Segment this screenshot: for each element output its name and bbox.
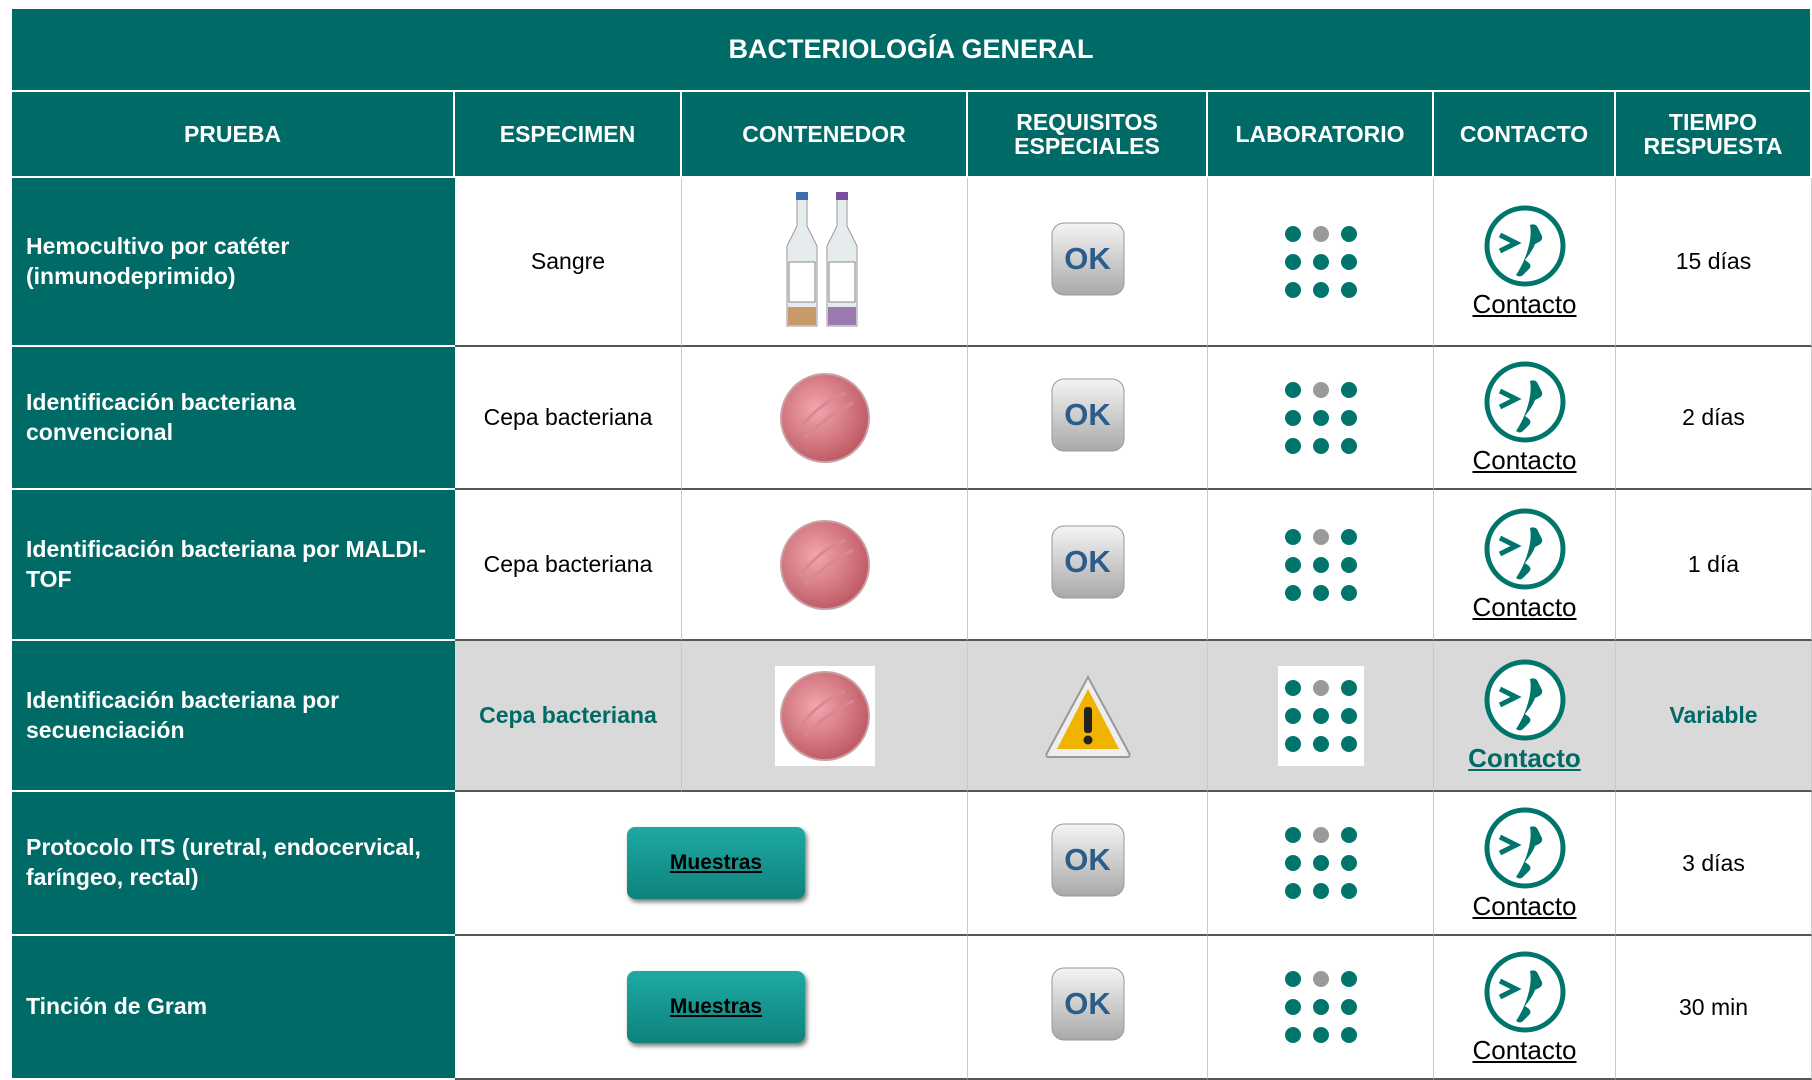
requirement-cell: OK [968, 178, 1208, 347]
ok-button [1051, 967, 1124, 1041]
contact-cell: Contacto [1434, 936, 1616, 1080]
container-cell [682, 347, 968, 490]
requirement-cell: OK [968, 347, 1208, 490]
ok-label: OK [1064, 842, 1111, 877]
ok-icon: OK [1049, 523, 1127, 607]
column-header: PRUEBA [12, 92, 455, 178]
plate-icon [774, 665, 875, 766]
ok-label: OK [1064, 396, 1111, 432]
container-cell [682, 178, 968, 347]
ok-label: OK [1064, 240, 1111, 276]
column-header: LABORATORIO [1208, 92, 1434, 178]
test-name: Tinción de Gram [12, 936, 455, 1080]
container-cell [682, 641, 968, 792]
phone-icon [1484, 361, 1565, 443]
ok-button [1051, 222, 1124, 295]
specimen: Sangre [455, 178, 682, 347]
response-time: Variable [1616, 641, 1812, 792]
specimen: Cepa bacteriana [455, 490, 682, 641]
test-name: Identificación bacteriana por secuenciac… [12, 641, 455, 792]
warning-icon [1044, 674, 1131, 758]
contact-link[interactable]: Contacto [1472, 445, 1577, 475]
laboratory-cell [1208, 347, 1434, 490]
container-cell [682, 490, 968, 641]
response-time: 3 días [1616, 792, 1812, 936]
specimen: Cepa bacteriana [455, 347, 682, 490]
test-name: Hemocultivo por catéter (inmunodeprimido… [12, 178, 455, 347]
samples-cell: Muestras [455, 792, 968, 936]
contact-link[interactable]: Contacto [1472, 890, 1577, 921]
plate-icon [779, 372, 870, 463]
laboratory-cell [1208, 490, 1434, 641]
column-header: REQUISITOS ESPECIALES [968, 92, 1208, 178]
requirement-cell [968, 641, 1208, 792]
ok-icon: OK [1049, 821, 1127, 905]
laboratory-icon [1284, 827, 1357, 899]
contact-link[interactable]: Contacto [1472, 592, 1577, 622]
ok-label: OK [1064, 543, 1111, 579]
phone-icon [1484, 807, 1565, 888]
samples-cell: Muestras [455, 936, 968, 1080]
requirement-cell: OK [968, 936, 1208, 1080]
contact-cell: Contacto [1434, 792, 1616, 936]
phone-icon [1484, 508, 1565, 590]
specimen: Cepa bacteriana [455, 641, 682, 792]
laboratory-icon [1277, 665, 1364, 766]
response-time: 15 días [1616, 178, 1812, 347]
table-title: BACTERIOLOGÍA GENERAL [12, 9, 1812, 92]
response-time: 1 día [1616, 490, 1812, 641]
ok-icon: OK [1049, 220, 1127, 304]
laboratory-icon [1284, 528, 1357, 601]
contact-cell: Contacto [1434, 490, 1616, 641]
laboratory-cell [1208, 178, 1434, 347]
laboratory-cell [1208, 641, 1434, 792]
test-name: Identificación bacteriana por MALDI-TOF [12, 490, 455, 641]
plate-icon [779, 519, 870, 610]
column-header: TIEMPO RESPUESTA [1616, 92, 1812, 178]
contact-link[interactable]: Contacto [1472, 289, 1577, 319]
response-time: 30 min [1616, 936, 1812, 1080]
column-header: ESPECIMEN [455, 92, 682, 178]
laboratory-icon [1284, 381, 1357, 454]
ok-icon: OK [1049, 376, 1127, 460]
laboratory-cell [1208, 936, 1434, 1080]
contact-cell: Contacto [1434, 178, 1616, 347]
contact-cell: Contacto [1434, 641, 1616, 792]
contact-link[interactable]: Contacto [1472, 1034, 1577, 1065]
requirement-cell: OK [968, 792, 1208, 936]
phone-icon [1484, 659, 1565, 741]
samples-button[interactable]: Muestras [627, 971, 805, 1043]
column-header: CONTENEDOR [682, 92, 968, 178]
phone-icon [1484, 951, 1565, 1032]
requirement-cell: OK [968, 490, 1208, 641]
column-header: CONTACTO [1434, 92, 1616, 178]
samples-button[interactable]: Muestras [627, 827, 805, 899]
test-name: Protocolo ITS (uretral, endocervical, fa… [12, 792, 455, 936]
contact-link[interactable]: Contacto [1468, 743, 1581, 773]
laboratory-icon [1284, 225, 1357, 298]
ok-button [1051, 378, 1124, 451]
ok-label: OK [1064, 986, 1111, 1021]
bottles-icon [786, 191, 857, 326]
laboratory-icon [1284, 971, 1357, 1043]
phone-icon [1484, 205, 1565, 287]
test-name: Identificación bacteriana convencional [12, 347, 455, 490]
response-time: 2 días [1616, 347, 1812, 490]
ok-button [1051, 525, 1124, 598]
contact-cell: Contacto [1434, 347, 1616, 490]
ok-icon: OK [1049, 965, 1127, 1049]
ok-button [1051, 823, 1124, 897]
laboratory-cell [1208, 792, 1434, 936]
